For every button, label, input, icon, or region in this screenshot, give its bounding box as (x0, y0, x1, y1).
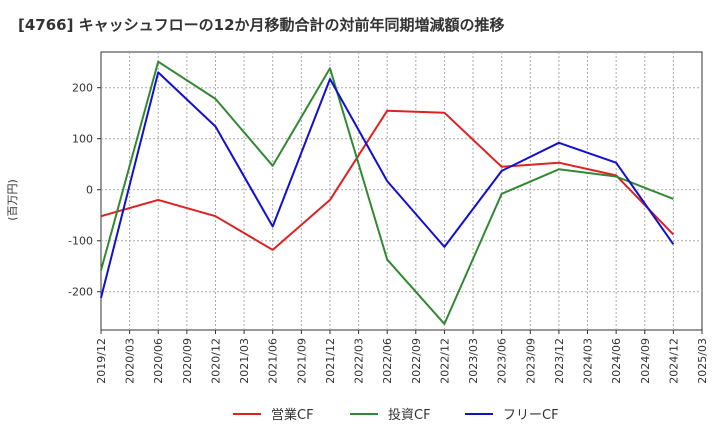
grid-layer (101, 52, 702, 330)
chart-title: [4766] キャッシュフローの12か月移動合計の対前年同期増減額の推移 (18, 16, 505, 34)
y-axis-label: (百万円) (6, 179, 19, 221)
y-tick-label: 100 (72, 133, 93, 146)
x-tick-label: 2023/06 (496, 338, 509, 384)
legend: 営業CF 投資CF フリーCF (233, 407, 559, 423)
plot-area (100, 51, 703, 331)
series-line-1 (100, 109, 675, 251)
x-tick-label: 2022/06 (381, 338, 394, 384)
y-tick-label: 0 (86, 184, 93, 197)
x-tick-label: 2023/09 (524, 338, 537, 384)
x-tick-label: 2022/09 (410, 338, 423, 384)
x-tick-label: 2023/03 (467, 338, 480, 384)
x-tick-label: 2020/12 (209, 338, 222, 384)
y-tick-label: -100 (68, 235, 93, 248)
x-tick-label: 2025/03 (696, 338, 709, 384)
x-tick-label: 2024/12 (667, 338, 680, 384)
x-tick-label: 2022/12 (438, 338, 451, 384)
series-line-2 (100, 60, 674, 325)
x-tick-label: 2019/12 (95, 338, 108, 384)
series-layer (100, 60, 675, 325)
x-tick-label: 2020/03 (124, 338, 137, 384)
x-tick-label: 2023/12 (553, 338, 566, 384)
legend-label-2: 投資CF (388, 407, 431, 423)
x-tick-label: 2021/09 (295, 338, 308, 384)
x-tick-label: 2022/03 (353, 338, 366, 384)
x-tick-label: 2021/03 (238, 338, 251, 384)
x-tick-label: 2024/03 (582, 338, 595, 384)
plot-frame (100, 51, 703, 331)
legend-label-3: フリーCF (503, 408, 559, 423)
y-tick-label: 200 (72, 82, 93, 95)
x-tick-label: 2021/06 (267, 338, 280, 384)
x-tick-label: 2020/09 (181, 338, 194, 384)
x-tick-label: 2024/09 (639, 338, 652, 384)
y-axis-ticks: -200 -100 0 100 200 (68, 82, 101, 299)
x-tick-label: 2021/12 (324, 338, 337, 384)
x-axis-ticks: 2019/12 2020/03 2020/06 2020/09 2020/12 2021/… (95, 330, 709, 384)
series-line-3 (100, 71, 675, 299)
y-tick-label: -200 (68, 286, 93, 299)
x-tick-label: 2024/06 (610, 338, 623, 384)
x-tick-label: 2020/06 (152, 338, 165, 384)
legend-label-1: 営業CF (271, 407, 314, 423)
